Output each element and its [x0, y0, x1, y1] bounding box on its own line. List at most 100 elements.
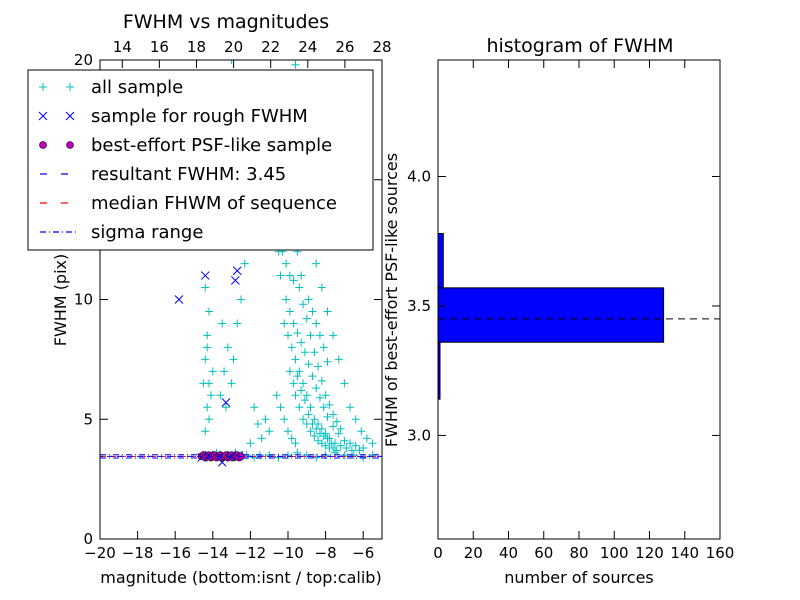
series-0-point-112	[306, 427, 315, 436]
series-0-point-101	[314, 362, 323, 371]
left-top-tick-label: 18	[187, 38, 206, 56]
left-top-tick-label: 20	[224, 38, 243, 56]
series-0-point-138	[265, 427, 274, 436]
series-0-point-160	[300, 396, 309, 405]
series-0-point-149	[334, 355, 343, 364]
series-0-point-88	[319, 403, 328, 412]
series-0-point-28	[203, 331, 212, 340]
series-0-point-152	[351, 415, 360, 424]
series-0-point-41	[221, 403, 230, 412]
right-x-tick-label: 0	[433, 544, 443, 562]
series-0-point-113	[310, 432, 319, 441]
series-0-point-60	[280, 319, 289, 328]
left-y-tick-label: 10	[74, 291, 93, 309]
left-top-tick-label: 24	[298, 38, 317, 56]
series-0-point-161	[304, 410, 313, 419]
series-0-point-119	[332, 446, 341, 455]
legend-entry: all sample	[39, 77, 183, 98]
series-0-point-42	[229, 355, 238, 364]
left-top-tick-label: 28	[372, 38, 391, 56]
series-0-point-59	[291, 60, 300, 69]
series-0-point-105	[329, 410, 338, 419]
series-0-point-51	[276, 271, 285, 280]
series-0-point-122	[285, 271, 294, 280]
series-0-point-167	[327, 439, 336, 448]
left-y-tick-label: 5	[83, 410, 93, 428]
series-0-point-131	[323, 357, 332, 366]
left-x-tick-label: −16	[159, 544, 191, 562]
left-chart-title: FWHM vs magnitudes	[123, 11, 329, 33]
left-data-layer	[100, 60, 382, 467]
series-0-point-108	[291, 391, 300, 400]
left-x-tick-label: −8	[315, 544, 337, 562]
right-y-axis-label: FWHM of best-effort PSF-like sources	[382, 153, 401, 447]
series-0-point-33	[203, 343, 212, 352]
series-0-point-64	[295, 367, 304, 376]
series-0-point-146	[317, 283, 326, 292]
series-0-point-45	[240, 259, 249, 268]
right-axes: 0 20 40 60 80 100 120 140 160 3.0 3.5 4.0	[407, 59, 734, 562]
series-0-point-81	[293, 329, 302, 338]
left-x-tick-label: −18	[122, 544, 154, 562]
series-0-point-84	[304, 360, 313, 369]
series-0-point-158	[293, 372, 302, 381]
series-0-point-137	[291, 439, 300, 448]
series-0-point-91	[334, 429, 343, 438]
series-0-point-62	[287, 343, 296, 352]
left-y-tick-label: 0	[83, 530, 93, 548]
series-0-point-82	[297, 338, 306, 347]
series-0-point-83	[300, 348, 309, 357]
left-y-tick-label: 20	[74, 51, 93, 69]
left-x-tick-label: −10	[272, 544, 304, 562]
series-0-point-96	[295, 283, 304, 292]
series-0-point-80	[289, 319, 298, 328]
series-0-point-133	[276, 403, 285, 412]
series-0-point-86	[312, 384, 321, 393]
right-data-layer	[437, 232, 720, 400]
series-0-point-142	[250, 403, 259, 412]
left-top-tick-label: 26	[335, 38, 354, 56]
legend: all sample sample for rough FWHM best-effo…	[27, 69, 374, 251]
series-0-point-147	[323, 307, 332, 316]
series-0-point-140	[257, 434, 266, 443]
series-0-point-110	[299, 415, 308, 424]
legend-label: all sample	[91, 77, 183, 98]
legend-marker-circle	[66, 141, 74, 149]
left-x-tick-label: −6	[352, 544, 374, 562]
series-0-point-128	[312, 319, 321, 328]
series-0-point-27	[201, 355, 210, 364]
right-x-axis-label: number of sources	[504, 568, 654, 587]
series-0-point-154	[362, 434, 371, 443]
right-x-tick-label: 80	[569, 544, 588, 562]
legend-marker-plus	[39, 83, 47, 91]
series-0-point-85	[308, 372, 317, 381]
legend-marker-plus	[66, 83, 74, 91]
left-x-axis-label: magnitude (bottom:isnt / top:calib)	[100, 568, 381, 587]
right-x-tick-label: 40	[499, 544, 518, 562]
series-0-point-35	[205, 415, 214, 424]
legend-entry: best-effort PSF-like sample	[39, 135, 332, 156]
right-y-tick-label: 3.0	[407, 426, 431, 444]
series-0-point-123	[289, 276, 298, 285]
series-0-point-151	[346, 403, 355, 412]
right-y-tick-label: 3.5	[407, 297, 431, 315]
legend-marker-cross	[38, 111, 48, 121]
series-0-point-98	[302, 314, 311, 323]
series-0-point-153	[357, 427, 366, 436]
legend-marker-cross	[65, 111, 75, 121]
series-0-point-58	[227, 60, 236, 64]
series-0-point-38	[223, 343, 232, 352]
series-0-point-97	[299, 300, 308, 309]
series-0-point-78	[282, 295, 291, 304]
series-0-point-39	[227, 379, 236, 388]
series-0-point-107	[336, 424, 345, 433]
series-0-point-74	[336, 441, 345, 450]
legend-label: sigma range	[91, 222, 203, 243]
series-0-point-143	[246, 439, 255, 448]
series-1-point-4	[221, 398, 231, 407]
series-0-point-132	[272, 391, 281, 400]
series-0-point-129	[315, 331, 324, 340]
series-0-point-43	[233, 319, 242, 328]
series-0-point-25	[203, 403, 212, 412]
